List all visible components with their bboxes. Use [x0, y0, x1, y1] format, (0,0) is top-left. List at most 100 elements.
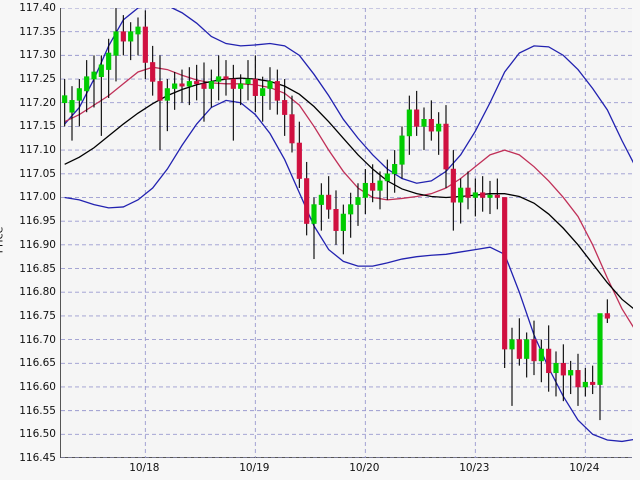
candlestick [450, 150, 456, 231]
candlestick [553, 351, 559, 397]
candlestick [487, 180, 493, 215]
candle-body [304, 178, 310, 224]
candle-body [252, 78, 258, 96]
candlestick [568, 360, 574, 395]
candle-body [69, 100, 75, 113]
candlestick [208, 69, 214, 108]
candlestick [238, 74, 244, 106]
candle-body [296, 142, 302, 179]
candle-body [362, 182, 368, 198]
candlestick [392, 150, 398, 193]
candlestick [91, 55, 97, 108]
candlestick [604, 299, 610, 323]
x-tick-label: 10/18 [129, 462, 160, 474]
candlestick [472, 178, 478, 217]
y-tick-label: 117.35 [19, 25, 56, 38]
y-tick-label: 117.05 [19, 167, 56, 180]
x-tick-label: 10/20 [349, 462, 380, 474]
candle-body [436, 123, 442, 132]
candlestick [267, 67, 273, 110]
candlestick [179, 69, 185, 103]
candle-body [516, 339, 522, 359]
candlestick [494, 178, 500, 210]
candlestick [348, 192, 354, 238]
y-tick-label: 116.60 [19, 380, 56, 393]
candle-body [208, 81, 214, 89]
candle-body [150, 62, 156, 82]
candle-body [414, 109, 420, 127]
candle-body [91, 71, 97, 80]
candlestick [164, 79, 170, 132]
candlestick [340, 204, 346, 255]
candlestick [355, 183, 361, 226]
candlestick [223, 60, 229, 96]
candle-body [450, 168, 456, 203]
candlestick [84, 60, 90, 113]
candle-body [128, 31, 134, 42]
candlestick [106, 38, 112, 98]
candlestick [142, 10, 148, 80]
x-tick-label: 10/19 [239, 462, 270, 474]
candlestick [370, 164, 376, 203]
candle-body [406, 109, 412, 137]
candle-body [370, 182, 376, 191]
y-tick-label: 116.85 [19, 262, 56, 275]
candlestick [274, 69, 280, 115]
candlestick [436, 112, 442, 155]
candlestick [443, 105, 449, 188]
y-tick-label: 116.50 [19, 428, 56, 441]
y-tick-label: 117.15 [19, 120, 56, 133]
candlestick [531, 320, 537, 376]
y-tick-label: 116.70 [19, 333, 56, 346]
y-tick-label: 116.45 [19, 452, 56, 464]
candlestick [304, 161, 310, 236]
candlestick [260, 76, 266, 122]
candle-body [142, 26, 148, 63]
candlestick [172, 71, 178, 110]
horizontal-gridlines [61, 8, 633, 458]
candle-body [480, 192, 486, 198]
candle-body [472, 192, 478, 198]
candlestick [333, 190, 339, 245]
candle-body [538, 348, 544, 362]
candlestick [538, 339, 544, 383]
y-tick-label: 116.80 [19, 286, 56, 299]
y-tick-label: 116.65 [19, 357, 56, 370]
candle-body [245, 78, 251, 85]
candlestick [480, 176, 486, 212]
candle-body [230, 78, 236, 89]
plot-svg [61, 8, 633, 458]
candlestick [282, 79, 288, 136]
y-tick-label: 117.00 [19, 191, 56, 204]
candlestick [524, 332, 530, 378]
candle-body [392, 164, 398, 175]
candle-body [311, 204, 317, 224]
candlestick [516, 318, 522, 366]
y-tick-label: 116.90 [19, 238, 56, 251]
candle-body [326, 194, 332, 210]
candlestick [216, 55, 222, 101]
candlestick [399, 126, 405, 179]
candle-body [568, 370, 574, 376]
candle-body [340, 213, 346, 231]
candlestick-layer [62, 8, 610, 421]
candlestick [157, 55, 163, 151]
candle-body [274, 81, 280, 101]
candle-body [524, 339, 530, 359]
candlestick [62, 79, 68, 127]
candle-body [502, 197, 508, 350]
candle-body [113, 31, 119, 56]
series-bollinger_lower [64, 99, 633, 443]
candlestick [421, 107, 427, 151]
candle-body [289, 114, 295, 144]
candle-body [172, 83, 178, 89]
candle-body [428, 119, 434, 132]
candlestick [289, 95, 295, 153]
candlestick [76, 79, 82, 127]
candlestick [311, 197, 317, 260]
candlestick [186, 67, 192, 106]
candlestick [326, 176, 332, 219]
candlestick [69, 86, 75, 141]
candle-body [333, 209, 339, 231]
